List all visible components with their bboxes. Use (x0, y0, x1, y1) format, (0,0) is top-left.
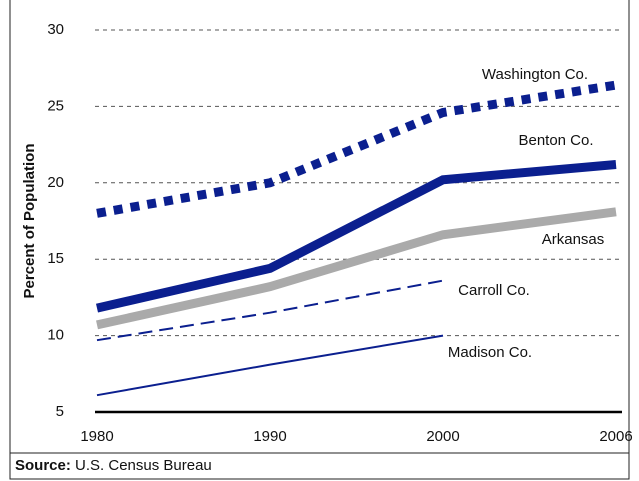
series-line (96, 334, 444, 397)
y-axis-label: Percent of Population (21, 143, 38, 298)
series-label: Madison Co. (448, 344, 532, 361)
source-frame (9, 452, 630, 480)
series-label: Carroll Co. (458, 282, 530, 299)
y-tick-label: 15 (47, 250, 64, 267)
x-tick-label: 1980 (80, 428, 113, 445)
series-label: Washington Co. (482, 66, 588, 83)
y-tick-label: 5 (56, 403, 64, 420)
y-tick-label: 10 (47, 327, 64, 344)
x-tick-label: 2000 (426, 428, 459, 445)
source: Source: U.S. Census Bureau (15, 457, 212, 474)
series-line (96, 279, 444, 342)
source-text: U.S. Census Bureau (75, 457, 212, 474)
y-tick-label: 25 (47, 97, 64, 114)
series-label: Arkansas (542, 231, 605, 248)
series-line (96, 80, 617, 218)
series-label: Benton Co. (518, 132, 593, 149)
y-tick-label: 30 (47, 21, 64, 38)
series-line (95, 159, 617, 313)
series-line (96, 207, 617, 330)
x-tick-label: 2006 (599, 428, 632, 445)
source-label: Source: (15, 457, 71, 474)
x-tick-label: 1990 (253, 428, 286, 445)
y-tick-label: 20 (47, 174, 64, 191)
